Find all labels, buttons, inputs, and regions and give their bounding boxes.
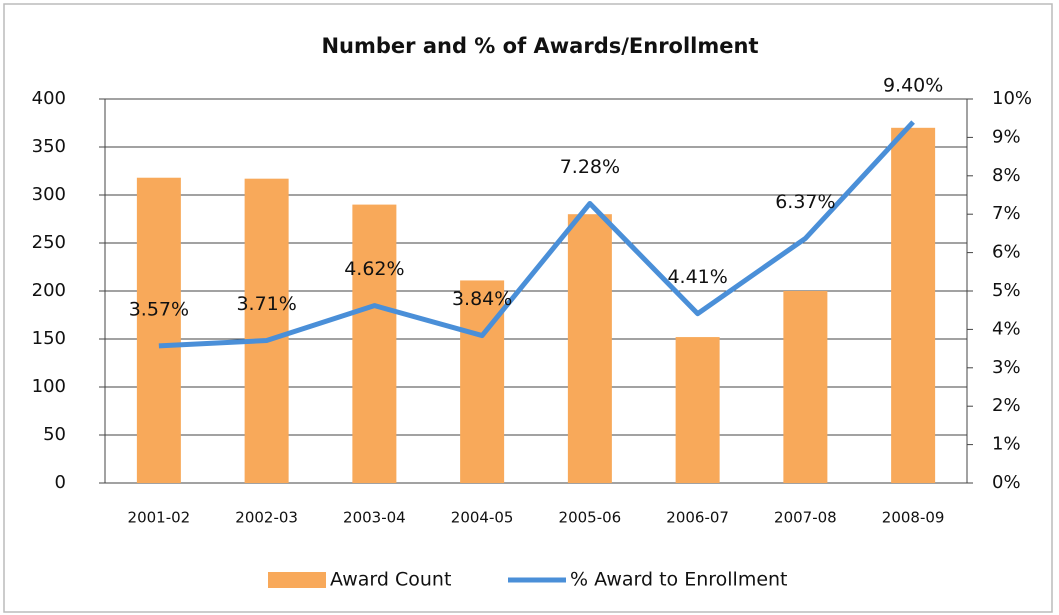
y2-tick-label: 9%: [992, 126, 1021, 147]
x-tick-label: 2002-03: [235, 509, 298, 527]
y-tick-label: 50: [43, 424, 66, 445]
y-tick-label: 150: [32, 328, 66, 349]
bar: [891, 127, 936, 484]
y-tick-label: 100: [32, 376, 66, 397]
y2-tick-label: 6%: [992, 242, 1021, 263]
value-label: 7.28%: [560, 156, 620, 178]
y2-tick-label: 3%: [992, 357, 1021, 378]
y2-tick-label: 5%: [992, 280, 1021, 301]
x-tick-label: 2006-07: [666, 509, 729, 527]
bar: [460, 280, 505, 483]
x-tick-label: 2003-04: [343, 509, 406, 527]
bar: [567, 214, 612, 483]
chart-title: Number and % of Awards/Enrollment: [321, 34, 758, 58]
y-tick-label: 0: [55, 472, 66, 493]
x-tick-label: 2001-02: [128, 509, 191, 527]
legend-swatch: [268, 572, 326, 588]
bar: [136, 177, 181, 483]
y2-tick-label: 0%: [992, 472, 1021, 493]
x-tick-label: 2007-08: [774, 509, 837, 527]
x-tick-label: 2008-09: [882, 509, 945, 527]
bar: [352, 204, 397, 483]
y2-tick-label: 2%: [992, 395, 1021, 416]
y-tick-label: 250: [32, 232, 66, 253]
value-label: 3.57%: [129, 298, 189, 320]
y-tick-label: 400: [32, 88, 66, 109]
y-tick-label: 300: [32, 184, 66, 205]
y-tick-label: 350: [32, 136, 66, 157]
legend-label: % Award to Enrollment: [570, 569, 788, 591]
y2-tick-label: 1%: [992, 434, 1021, 455]
bar: [244, 178, 289, 483]
value-label: 6.37%: [775, 191, 835, 213]
line: [158, 120, 915, 349]
y2-tick-label: 10%: [992, 88, 1032, 109]
bar: [783, 291, 828, 483]
y2-tick-label: 7%: [992, 203, 1021, 224]
y-tick-label: 200: [32, 280, 66, 301]
bar: [675, 337, 720, 483]
value-label: 3.84%: [452, 288, 512, 310]
value-label: 3.71%: [236, 293, 296, 315]
value-label: 4.62%: [344, 258, 404, 280]
y2-tick-label: 4%: [992, 318, 1021, 339]
x-tick-label: 2005-06: [559, 509, 622, 527]
legend-label: Award Count: [330, 569, 451, 591]
x-tick-label: 2004-05: [451, 509, 514, 527]
value-label: 9.40%: [883, 75, 943, 97]
value-label: 4.41%: [667, 266, 727, 288]
y2-tick-label: 8%: [992, 165, 1021, 186]
